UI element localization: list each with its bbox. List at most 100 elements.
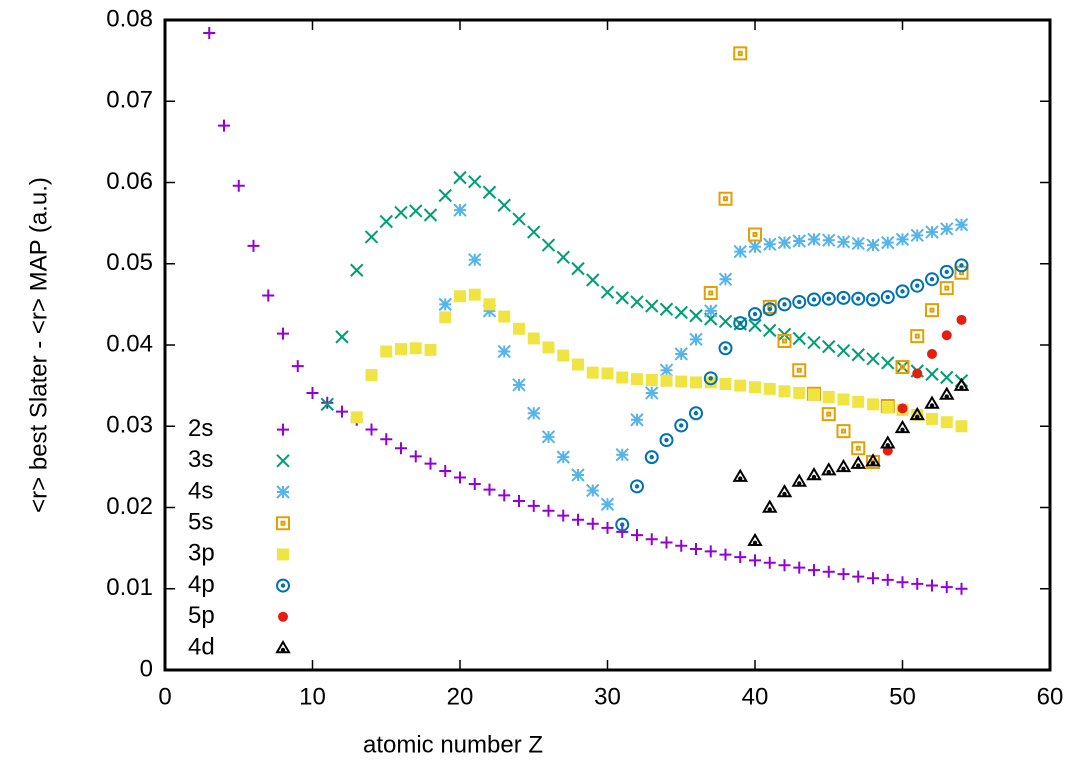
data-point: [703, 286, 718, 300]
legend-label: 3p: [188, 540, 215, 567]
data-point: [867, 572, 879, 585]
data-point: [953, 377, 970, 391]
data-point: [394, 205, 408, 220]
data-point: [881, 401, 894, 414]
data-point: [498, 310, 511, 323]
y-tick-label: 0.02: [106, 493, 153, 520]
data-point: [822, 339, 836, 354]
data-point: [822, 391, 835, 403]
data-point: [880, 290, 895, 305]
data-point: [793, 561, 806, 574]
data-point: [941, 330, 952, 341]
data-point: [364, 230, 379, 244]
data-point: [218, 119, 230, 132]
legend-label: 4d: [188, 633, 215, 660]
data-point: [837, 393, 850, 406]
data-point: [439, 464, 452, 477]
legend-marker: [277, 548, 289, 561]
data-point: [851, 291, 866, 306]
data-point: [645, 386, 659, 400]
data-point: [718, 272, 733, 286]
data-point: [571, 468, 585, 482]
data-point: [837, 568, 850, 581]
y-tick-label: 0.04: [106, 330, 153, 357]
data-point: [513, 495, 525, 507]
data-point: [468, 288, 481, 301]
data-point: [630, 295, 644, 309]
legend-label: 4p: [188, 571, 215, 598]
data-point: [616, 371, 629, 384]
data-point: [336, 405, 348, 418]
data-point: [675, 375, 688, 388]
y-tick-label: 0.08: [106, 5, 153, 32]
data-point: [895, 232, 910, 247]
data-point: [615, 447, 629, 462]
data-point: [601, 367, 614, 380]
data-point: [733, 244, 747, 259]
data-point: [881, 356, 895, 370]
data-point: [616, 525, 629, 538]
data-point: [954, 258, 969, 273]
data-point: [807, 232, 821, 247]
data-point: [836, 343, 851, 358]
data-point: [232, 179, 245, 192]
data-point: [482, 185, 497, 199]
data-point: [703, 371, 718, 386]
data-point: [674, 305, 688, 320]
data-point: [821, 291, 836, 306]
legend-label: 2s: [188, 415, 213, 442]
data-point: [424, 457, 437, 470]
data-point: [939, 264, 954, 279]
data-point: [453, 170, 467, 185]
data-point: [365, 423, 378, 436]
data-point: [542, 341, 555, 354]
data-point: [468, 252, 482, 267]
data-point: [423, 208, 438, 222]
data-point: [792, 294, 807, 309]
data-point: [704, 304, 718, 318]
data-point: [911, 577, 924, 590]
data-point: [749, 554, 761, 567]
data-point: [763, 382, 776, 395]
data-point: [748, 318, 762, 333]
data-point: [807, 335, 821, 350]
data-point: [556, 450, 570, 464]
data-point: [586, 366, 599, 379]
legend-marker: [276, 578, 291, 593]
data-point: [866, 238, 880, 252]
data-point: [704, 376, 717, 389]
data-point: [571, 261, 585, 276]
data-point: [851, 348, 865, 362]
data-point: [821, 407, 836, 422]
legend-label: 4s: [188, 477, 213, 504]
data-point: [615, 291, 629, 305]
data-point: [851, 236, 865, 251]
data-point: [778, 559, 791, 572]
data-point: [542, 504, 555, 517]
data-point: [409, 342, 422, 355]
data-point: [776, 484, 793, 498]
data-point: [380, 433, 393, 446]
data-point: [395, 442, 407, 455]
data-point: [630, 479, 645, 494]
data-point: [557, 509, 570, 522]
data-point: [630, 413, 644, 427]
data-point: [806, 467, 822, 481]
data-point: [807, 292, 822, 307]
x-tick-label: 20: [447, 683, 474, 710]
data-point: [763, 237, 777, 251]
data-point: [927, 348, 937, 359]
data-point: [954, 218, 969, 232]
data-point: [940, 581, 953, 594]
data-point: [955, 420, 968, 433]
data-point: [424, 343, 437, 356]
data-point: [335, 330, 349, 344]
legend-marker: [276, 516, 290, 531]
data-point: [306, 386, 319, 399]
data-point: [674, 418, 689, 433]
data-point: [690, 376, 702, 389]
data-point: [718, 341, 733, 356]
data-point: [777, 235, 792, 250]
data-point: [586, 273, 600, 287]
data-point: [747, 532, 763, 547]
